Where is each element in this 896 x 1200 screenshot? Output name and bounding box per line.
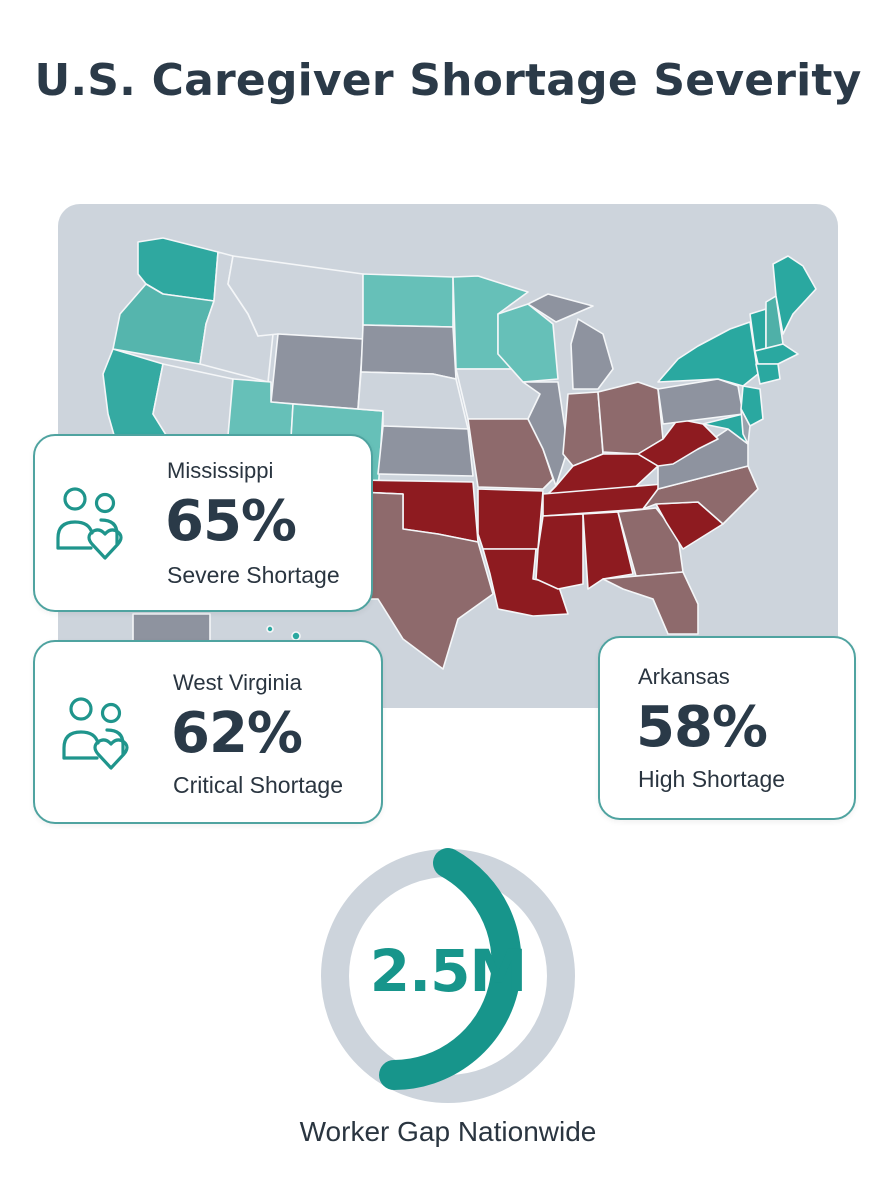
card-state-name: West Virginia bbox=[173, 670, 302, 695]
state-mississippi bbox=[535, 513, 584, 590]
caregiver-heart-icon bbox=[62, 697, 129, 770]
card-state-name: Mississippi bbox=[167, 458, 274, 483]
card-severity-label: Severe Shortage bbox=[167, 562, 340, 588]
card-state-name: Arkansas bbox=[638, 664, 730, 689]
state-alabama bbox=[582, 511, 634, 590]
state-connecticut bbox=[755, 363, 781, 385]
worker-gap-ring-gauge bbox=[321, 848, 575, 1103]
card-severity-label: Critical Shortage bbox=[173, 772, 344, 798]
state-michigan bbox=[570, 318, 614, 390]
state-hawaii-island bbox=[291, 631, 301, 641]
state-ohio bbox=[597, 381, 664, 455]
state-new-york bbox=[657, 321, 759, 387]
state-michigan-upper bbox=[527, 293, 594, 323]
state-hawaii bbox=[266, 625, 274, 633]
page-title-text: U.S. Caregiver Shortage Severity bbox=[34, 55, 862, 106]
state-louisiana bbox=[482, 548, 569, 617]
state-delaware bbox=[740, 408, 751, 445]
state-indiana bbox=[562, 391, 604, 467]
state-north-dakota bbox=[362, 273, 454, 328]
card-percentage: 58% bbox=[636, 695, 768, 760]
worker-gap-label: Worker Gap Nationwide bbox=[299, 1116, 597, 1147]
gauge-fill-arc bbox=[379, 848, 522, 1090]
state-south-dakota bbox=[360, 324, 457, 380]
state-wyoming bbox=[270, 333, 364, 410]
state-georgia bbox=[617, 507, 684, 577]
stat-card-arkansas: Arkansas 58% High Shortage bbox=[598, 636, 856, 820]
state-kansas bbox=[377, 425, 474, 477]
state-massachusetts bbox=[754, 343, 799, 365]
card-percentage: 65% bbox=[165, 489, 297, 554]
stat-card-west-virginia: West Virginia 62% Critical Shortage bbox=[33, 640, 383, 824]
stat-card-mississippi: Mississippi 65% Severe Shortage bbox=[33, 434, 373, 612]
state-west-virginia bbox=[637, 418, 719, 467]
state-arkansas bbox=[477, 488, 544, 550]
card-percentage: 62% bbox=[171, 701, 303, 766]
worker-gap-value: 2.5M bbox=[369, 937, 527, 1005]
card-severity-label: High Shortage bbox=[638, 766, 786, 792]
caregiver-heart-icon bbox=[56, 487, 123, 560]
page-title: U.S. Caregiver Shortage Severity bbox=[0, 52, 896, 110]
state-pennsylvania bbox=[657, 378, 744, 425]
state-maine bbox=[772, 255, 817, 335]
state-illinois bbox=[522, 381, 569, 487]
state-florida bbox=[602, 571, 699, 635]
state-new-jersey bbox=[740, 385, 764, 427]
